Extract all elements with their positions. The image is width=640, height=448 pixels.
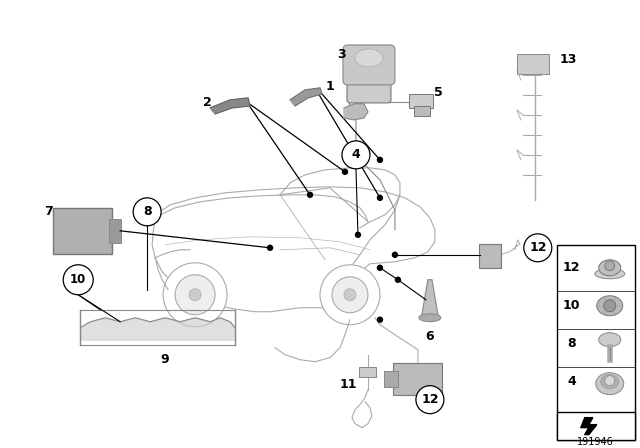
FancyBboxPatch shape (343, 45, 395, 85)
FancyBboxPatch shape (359, 367, 376, 377)
Circle shape (524, 234, 552, 262)
Circle shape (604, 300, 616, 312)
Text: 2: 2 (203, 96, 211, 109)
Polygon shape (290, 88, 322, 106)
Ellipse shape (595, 269, 625, 279)
Circle shape (392, 252, 397, 257)
Text: 11: 11 (339, 378, 356, 391)
FancyBboxPatch shape (384, 370, 398, 387)
FancyBboxPatch shape (393, 363, 442, 395)
Ellipse shape (419, 314, 441, 322)
Circle shape (378, 317, 383, 322)
Circle shape (342, 169, 348, 174)
Circle shape (416, 386, 444, 414)
Circle shape (378, 195, 383, 200)
Text: 12: 12 (529, 241, 547, 254)
Circle shape (307, 192, 312, 197)
Circle shape (355, 233, 360, 237)
Text: 10: 10 (70, 273, 86, 286)
Text: 13: 13 (559, 53, 577, 66)
Text: 6: 6 (426, 330, 434, 343)
Text: 7: 7 (44, 205, 52, 218)
FancyBboxPatch shape (409, 94, 433, 108)
FancyBboxPatch shape (109, 219, 121, 243)
Ellipse shape (599, 333, 621, 347)
Ellipse shape (599, 260, 621, 276)
Text: 3: 3 (338, 48, 346, 61)
FancyBboxPatch shape (347, 69, 391, 103)
Text: 5: 5 (433, 86, 442, 99)
FancyBboxPatch shape (517, 54, 549, 74)
Circle shape (378, 157, 383, 162)
Text: 4: 4 (351, 148, 360, 161)
FancyBboxPatch shape (53, 208, 112, 254)
Text: 12: 12 (563, 261, 580, 274)
Ellipse shape (601, 375, 619, 389)
Text: 8: 8 (143, 205, 152, 218)
FancyBboxPatch shape (557, 412, 635, 439)
Circle shape (133, 198, 161, 226)
Circle shape (163, 263, 227, 327)
Circle shape (320, 265, 380, 325)
Ellipse shape (355, 49, 383, 67)
Text: 191946: 191946 (577, 437, 614, 447)
Circle shape (605, 376, 615, 386)
Polygon shape (422, 280, 438, 318)
Circle shape (175, 275, 215, 315)
FancyBboxPatch shape (557, 245, 635, 439)
Circle shape (344, 289, 356, 301)
Text: 1: 1 (326, 81, 334, 94)
Ellipse shape (596, 373, 624, 395)
Polygon shape (580, 418, 596, 435)
Circle shape (63, 265, 93, 295)
Circle shape (268, 246, 273, 250)
Polygon shape (344, 104, 368, 120)
FancyBboxPatch shape (479, 244, 501, 268)
Circle shape (396, 277, 401, 282)
Circle shape (378, 265, 383, 270)
FancyBboxPatch shape (414, 106, 430, 116)
Text: 4: 4 (568, 375, 576, 388)
Text: 9: 9 (161, 353, 170, 366)
Ellipse shape (596, 296, 623, 316)
Text: 10: 10 (563, 299, 580, 312)
Text: 8: 8 (568, 337, 576, 350)
Polygon shape (210, 98, 250, 114)
Circle shape (605, 261, 615, 271)
Circle shape (342, 141, 370, 169)
Circle shape (189, 289, 201, 301)
Circle shape (332, 277, 368, 313)
Text: 12: 12 (421, 393, 438, 406)
